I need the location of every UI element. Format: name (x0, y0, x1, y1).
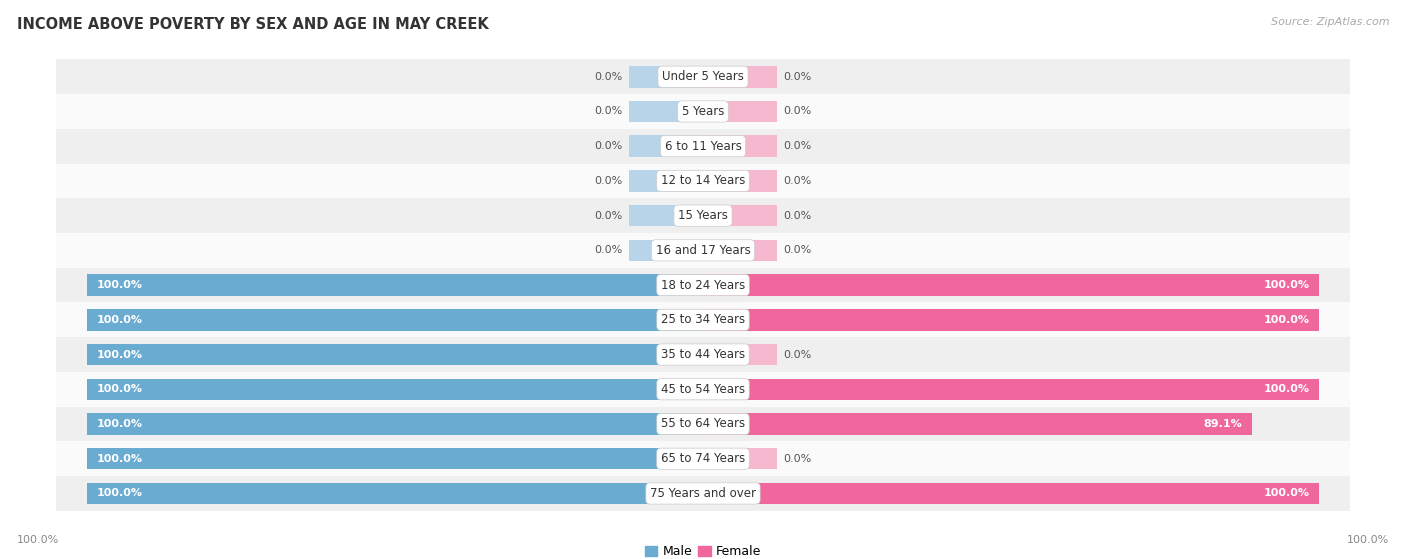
Text: 100.0%: 100.0% (96, 454, 142, 464)
Text: 5 Years: 5 Years (682, 105, 724, 118)
Bar (703, 482, 1319, 504)
Bar (56, 129, 1350, 164)
Text: 0.0%: 0.0% (783, 141, 811, 151)
Text: 100.0%: 100.0% (96, 419, 142, 429)
Bar (703, 274, 1319, 296)
Text: Under 5 Years: Under 5 Years (662, 70, 744, 83)
Bar (56, 372, 1350, 406)
Bar (703, 135, 778, 157)
Text: 100.0%: 100.0% (17, 535, 59, 545)
Bar (56, 442, 1350, 476)
Text: 35 to 44 Years: 35 to 44 Years (661, 348, 745, 361)
Text: 0.0%: 0.0% (595, 176, 623, 186)
Text: 100.0%: 100.0% (1264, 384, 1310, 394)
Text: 100.0%: 100.0% (96, 280, 142, 290)
Bar (628, 240, 703, 261)
Bar (56, 302, 1350, 337)
Text: 0.0%: 0.0% (595, 106, 623, 116)
Bar (703, 170, 778, 192)
Text: 100.0%: 100.0% (96, 384, 142, 394)
Text: 18 to 24 Years: 18 to 24 Years (661, 278, 745, 292)
Text: 25 to 34 Years: 25 to 34 Years (661, 313, 745, 326)
Text: 0.0%: 0.0% (783, 245, 811, 255)
Text: 0.0%: 0.0% (595, 141, 623, 151)
Bar (628, 135, 703, 157)
Bar (703, 66, 778, 88)
Text: 12 to 14 Years: 12 to 14 Years (661, 174, 745, 187)
Bar (56, 268, 1350, 302)
Bar (703, 205, 778, 226)
Bar (87, 344, 703, 366)
Text: 0.0%: 0.0% (595, 211, 623, 221)
Bar (628, 205, 703, 226)
Bar (56, 59, 1350, 94)
Text: INCOME ABOVE POVERTY BY SEX AND AGE IN MAY CREEK: INCOME ABOVE POVERTY BY SEX AND AGE IN M… (17, 17, 489, 32)
Bar (87, 309, 703, 330)
Text: 100.0%: 100.0% (1264, 489, 1310, 499)
Text: 0.0%: 0.0% (595, 72, 623, 82)
Text: 45 to 54 Years: 45 to 54 Years (661, 383, 745, 396)
Text: 100.0%: 100.0% (96, 315, 142, 325)
Bar (628, 170, 703, 192)
Text: 100.0%: 100.0% (1264, 280, 1310, 290)
Bar (87, 482, 703, 504)
Bar (87, 413, 703, 435)
Text: 100.0%: 100.0% (96, 489, 142, 499)
Text: 0.0%: 0.0% (783, 106, 811, 116)
Text: 100.0%: 100.0% (96, 349, 142, 359)
Bar (703, 101, 778, 122)
Text: 0.0%: 0.0% (783, 211, 811, 221)
Text: 100.0%: 100.0% (1264, 315, 1310, 325)
Legend: Male, Female: Male, Female (640, 540, 766, 559)
Bar (703, 240, 778, 261)
Bar (703, 413, 1251, 435)
Text: 0.0%: 0.0% (783, 176, 811, 186)
Bar (87, 448, 703, 470)
Text: 0.0%: 0.0% (783, 72, 811, 82)
Bar (628, 66, 703, 88)
Text: 0.0%: 0.0% (595, 245, 623, 255)
Bar (56, 164, 1350, 198)
Bar (56, 476, 1350, 511)
Text: 6 to 11 Years: 6 to 11 Years (665, 140, 741, 153)
Text: 0.0%: 0.0% (783, 349, 811, 359)
Text: 75 Years and over: 75 Years and over (650, 487, 756, 500)
Text: 65 to 74 Years: 65 to 74 Years (661, 452, 745, 465)
Bar (628, 101, 703, 122)
Text: 89.1%: 89.1% (1204, 419, 1243, 429)
Bar (703, 309, 1319, 330)
Bar (703, 378, 1319, 400)
Bar (56, 406, 1350, 442)
Text: Source: ZipAtlas.com: Source: ZipAtlas.com (1271, 17, 1389, 27)
Bar (87, 378, 703, 400)
Bar (56, 198, 1350, 233)
Bar (56, 94, 1350, 129)
Text: 55 to 64 Years: 55 to 64 Years (661, 418, 745, 430)
Bar (56, 233, 1350, 268)
Bar (703, 344, 778, 366)
Bar (56, 337, 1350, 372)
Bar (87, 274, 703, 296)
Text: 15 Years: 15 Years (678, 209, 728, 222)
Text: 16 and 17 Years: 16 and 17 Years (655, 244, 751, 257)
Text: 100.0%: 100.0% (1347, 535, 1389, 545)
Bar (703, 448, 778, 470)
Text: 0.0%: 0.0% (783, 454, 811, 464)
